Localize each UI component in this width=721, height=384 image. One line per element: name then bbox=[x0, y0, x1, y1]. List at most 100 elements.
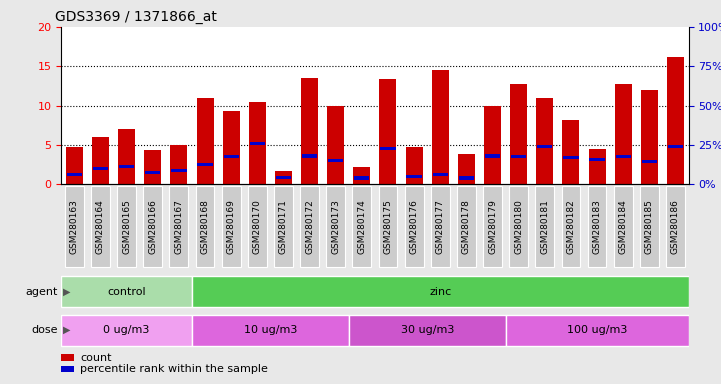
FancyBboxPatch shape bbox=[61, 276, 192, 307]
Bar bbox=[67, 173, 82, 177]
FancyBboxPatch shape bbox=[192, 276, 689, 307]
FancyBboxPatch shape bbox=[483, 186, 502, 267]
Bar bbox=[379, 79, 397, 184]
Bar bbox=[485, 154, 500, 157]
Bar bbox=[354, 177, 369, 180]
Bar bbox=[590, 157, 605, 161]
Bar bbox=[302, 154, 317, 157]
Bar bbox=[616, 155, 631, 158]
Bar bbox=[328, 159, 343, 162]
FancyBboxPatch shape bbox=[143, 186, 162, 267]
FancyBboxPatch shape bbox=[614, 186, 632, 267]
Text: GDS3369 / 1371866_at: GDS3369 / 1371866_at bbox=[55, 10, 217, 25]
Text: GSM280186: GSM280186 bbox=[671, 199, 680, 254]
FancyBboxPatch shape bbox=[327, 186, 345, 267]
Text: GSM280183: GSM280183 bbox=[593, 199, 601, 254]
Text: GSM280177: GSM280177 bbox=[435, 199, 445, 254]
Bar bbox=[563, 156, 578, 159]
Bar bbox=[249, 102, 266, 184]
FancyBboxPatch shape bbox=[562, 186, 580, 267]
FancyBboxPatch shape bbox=[431, 186, 450, 267]
Text: GSM280173: GSM280173 bbox=[331, 199, 340, 254]
FancyBboxPatch shape bbox=[349, 315, 505, 346]
Text: GSM280170: GSM280170 bbox=[253, 199, 262, 254]
Bar bbox=[642, 160, 657, 163]
Text: 30 ug/m3: 30 ug/m3 bbox=[400, 325, 454, 335]
Text: control: control bbox=[107, 287, 146, 297]
Bar bbox=[249, 142, 265, 145]
FancyBboxPatch shape bbox=[91, 186, 110, 267]
Text: 10 ug/m3: 10 ug/m3 bbox=[244, 325, 297, 335]
Text: GSM280167: GSM280167 bbox=[174, 199, 183, 254]
Text: 100 ug/m3: 100 ug/m3 bbox=[567, 325, 627, 335]
FancyBboxPatch shape bbox=[248, 186, 267, 267]
Bar bbox=[198, 163, 213, 166]
FancyBboxPatch shape bbox=[666, 186, 685, 267]
Bar bbox=[92, 137, 109, 184]
Text: GSM280164: GSM280164 bbox=[96, 199, 105, 254]
Text: GSM280163: GSM280163 bbox=[70, 199, 79, 254]
Bar bbox=[511, 155, 526, 158]
Text: 0 ug/m3: 0 ug/m3 bbox=[103, 325, 150, 335]
FancyBboxPatch shape bbox=[169, 186, 188, 267]
Text: GSM280182: GSM280182 bbox=[567, 199, 575, 254]
Text: GSM280175: GSM280175 bbox=[384, 199, 392, 254]
Bar bbox=[641, 90, 658, 184]
Text: GSM280174: GSM280174 bbox=[358, 199, 366, 254]
Bar bbox=[407, 175, 422, 178]
Bar bbox=[536, 98, 553, 184]
Text: GSM280169: GSM280169 bbox=[226, 199, 236, 254]
Text: percentile rank within the sample: percentile rank within the sample bbox=[80, 364, 268, 374]
Text: dose: dose bbox=[31, 325, 58, 335]
Bar bbox=[66, 147, 83, 184]
Bar bbox=[353, 167, 371, 184]
Bar bbox=[667, 57, 684, 184]
FancyBboxPatch shape bbox=[404, 186, 423, 267]
FancyBboxPatch shape bbox=[457, 186, 476, 267]
Text: GSM280184: GSM280184 bbox=[619, 199, 628, 254]
Bar bbox=[276, 175, 291, 179]
Bar bbox=[668, 145, 683, 148]
Text: GSM280172: GSM280172 bbox=[305, 199, 314, 254]
Bar bbox=[170, 145, 187, 184]
Text: agent: agent bbox=[25, 287, 58, 297]
Bar bbox=[458, 154, 475, 184]
Bar bbox=[197, 98, 213, 184]
FancyBboxPatch shape bbox=[195, 186, 214, 267]
FancyBboxPatch shape bbox=[379, 186, 397, 267]
FancyBboxPatch shape bbox=[65, 186, 84, 267]
Bar bbox=[537, 145, 552, 148]
FancyBboxPatch shape bbox=[505, 315, 689, 346]
FancyBboxPatch shape bbox=[509, 186, 528, 267]
Bar bbox=[144, 151, 162, 184]
Bar bbox=[275, 171, 292, 184]
Bar bbox=[93, 167, 108, 170]
Bar bbox=[172, 169, 187, 172]
Bar bbox=[615, 84, 632, 184]
Bar bbox=[588, 149, 606, 184]
Bar bbox=[406, 147, 423, 184]
Bar bbox=[459, 177, 474, 180]
Bar bbox=[484, 106, 501, 184]
Bar bbox=[510, 84, 527, 184]
Text: GSM280178: GSM280178 bbox=[462, 199, 471, 254]
Text: GSM280176: GSM280176 bbox=[410, 199, 419, 254]
Bar bbox=[432, 70, 448, 184]
FancyBboxPatch shape bbox=[61, 315, 192, 346]
Text: GSM280180: GSM280180 bbox=[514, 199, 523, 254]
FancyBboxPatch shape bbox=[640, 186, 659, 267]
Text: GSM280166: GSM280166 bbox=[149, 199, 157, 254]
Text: GSM280185: GSM280185 bbox=[645, 199, 654, 254]
Bar bbox=[381, 147, 396, 150]
Bar bbox=[562, 120, 580, 184]
FancyBboxPatch shape bbox=[588, 186, 606, 267]
Text: ▶: ▶ bbox=[63, 287, 70, 297]
FancyBboxPatch shape bbox=[222, 186, 241, 267]
FancyBboxPatch shape bbox=[353, 186, 371, 267]
Text: ▶: ▶ bbox=[63, 325, 70, 335]
Bar bbox=[118, 129, 135, 184]
Text: GSM280171: GSM280171 bbox=[279, 199, 288, 254]
Bar bbox=[224, 155, 239, 158]
Bar bbox=[145, 171, 160, 174]
Text: zinc: zinc bbox=[429, 287, 451, 297]
